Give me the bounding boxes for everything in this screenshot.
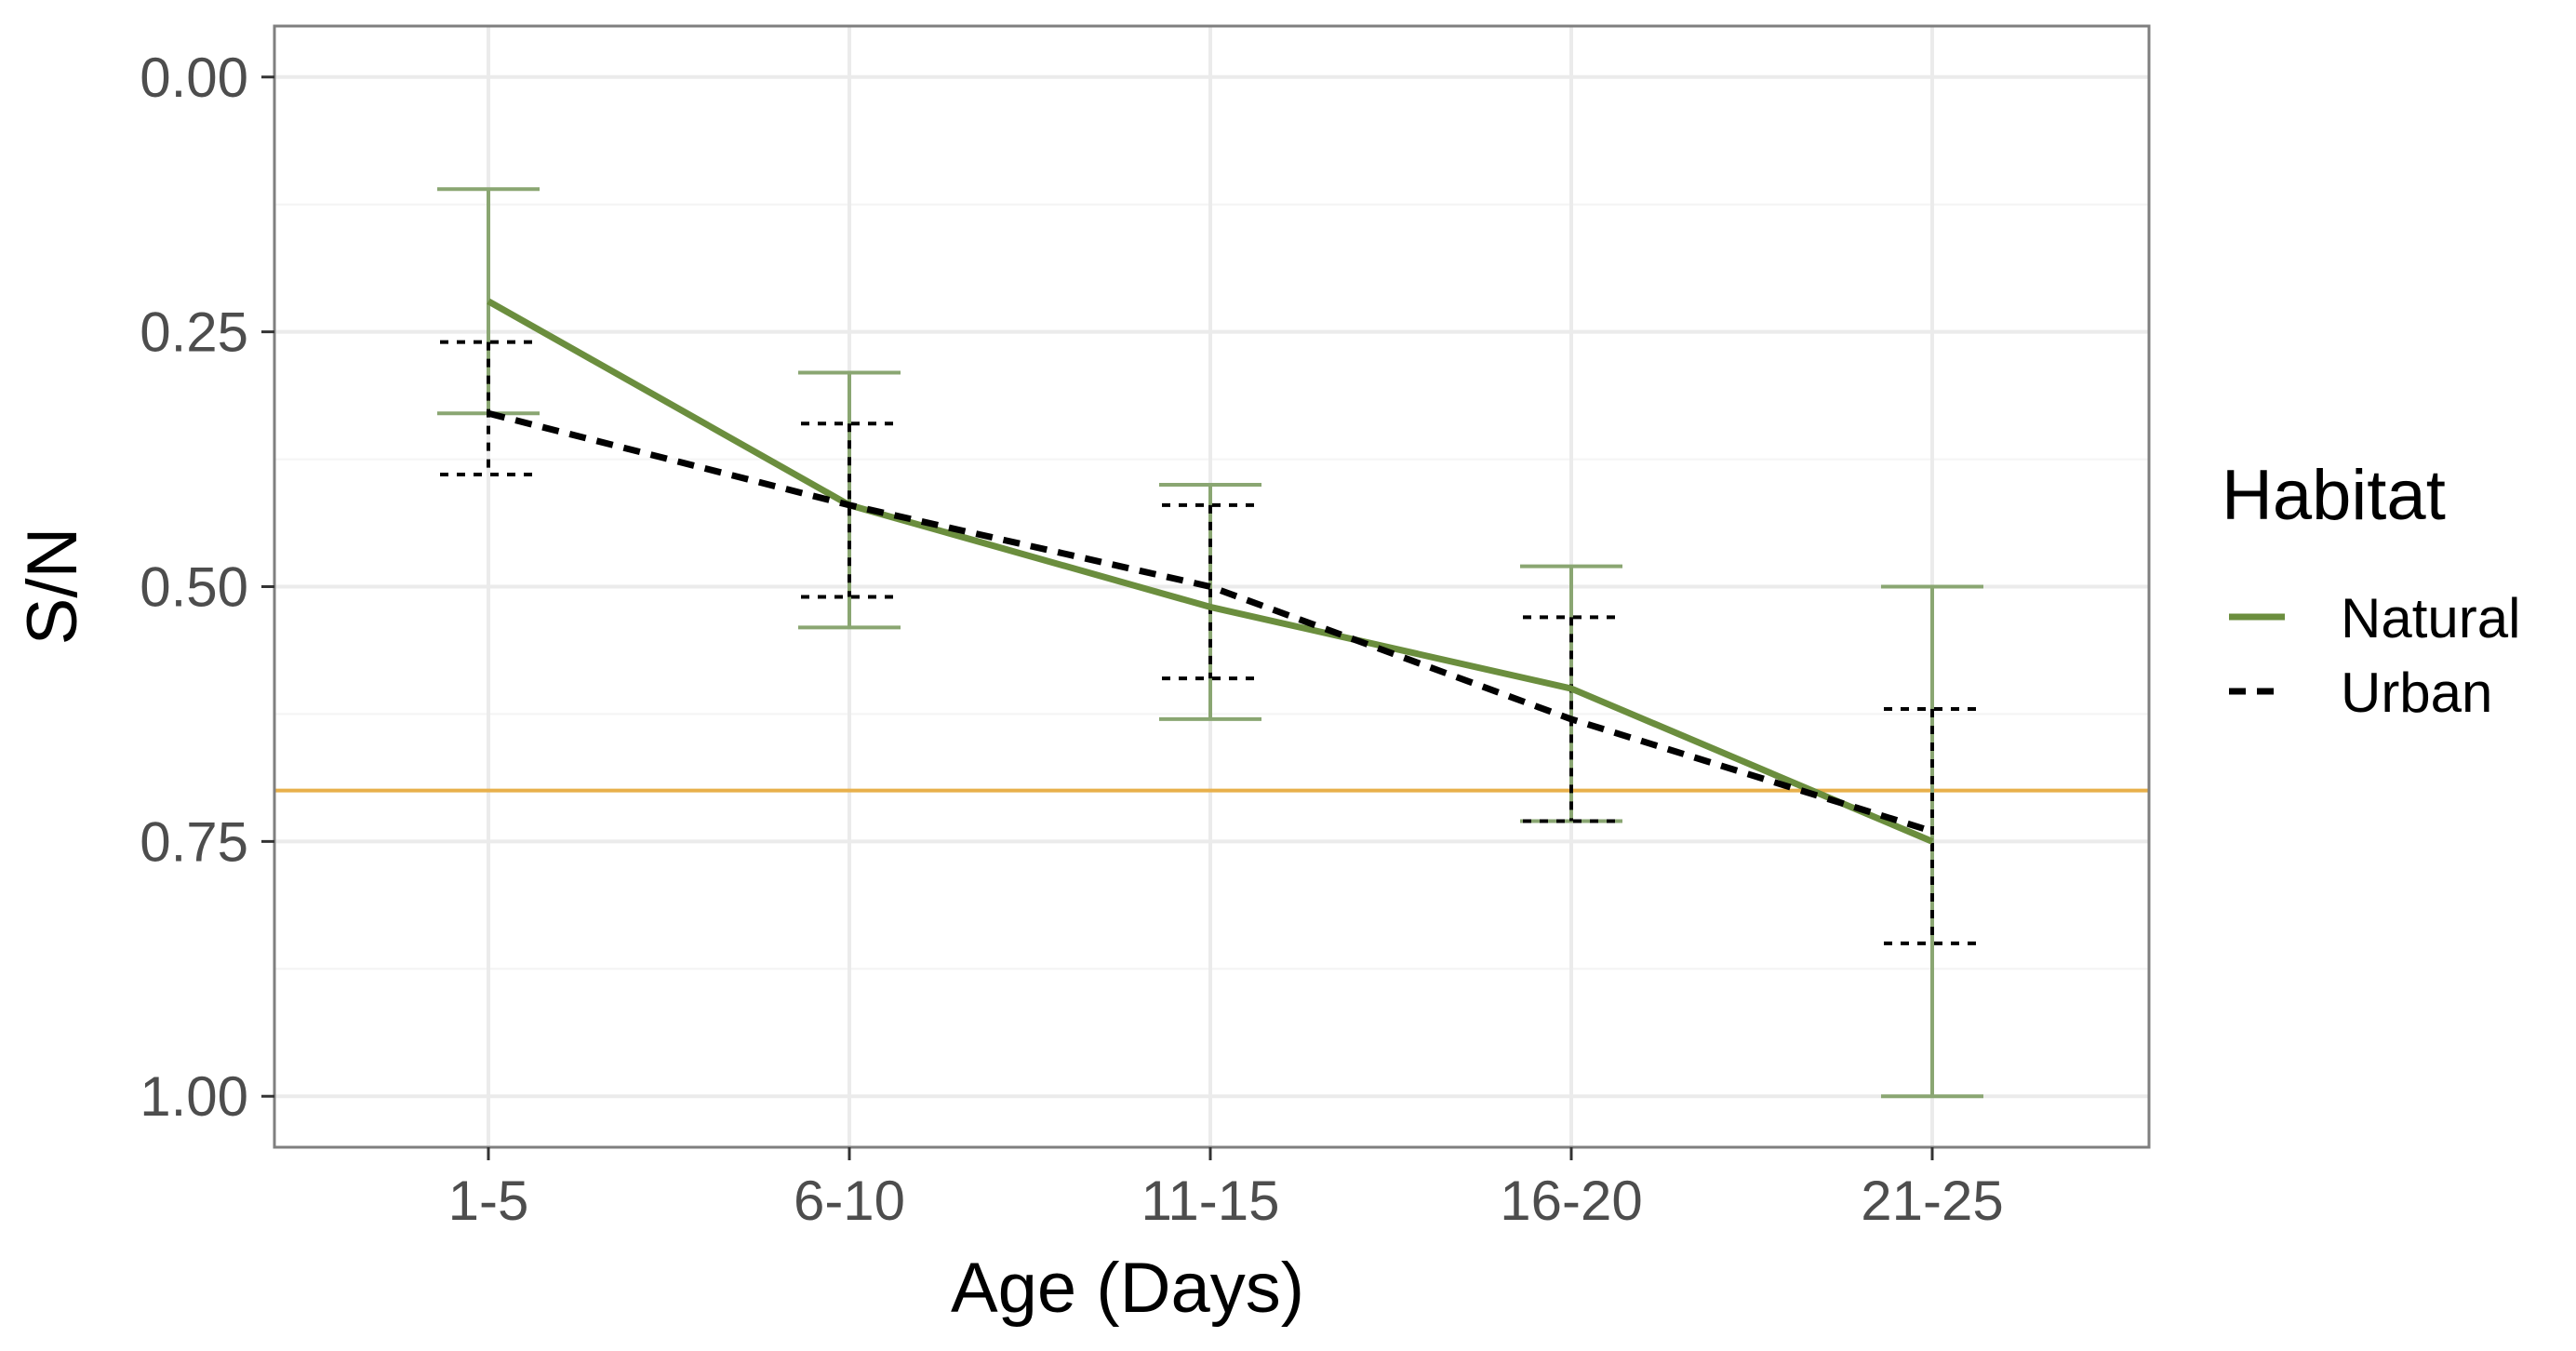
y-tick-label-0: 0.00	[140, 47, 248, 109]
x-tick-label-1: 6-10	[794, 1170, 905, 1232]
y-axis-title: S/N	[13, 528, 92, 646]
y-tick-label-1: 0.25	[140, 301, 248, 364]
y-axis-ticks: 0.00 0.25 0.50 0.75 1.00	[140, 47, 274, 1128]
y-tick-label-3: 0.75	[140, 810, 248, 873]
legend-label-urban: Urban	[2341, 662, 2492, 724]
series-lines	[487, 298, 1934, 845]
y-tick-label-4: 1.00	[140, 1065, 248, 1128]
series-line-natural	[487, 298, 1934, 845]
x-axis-title: Age (Days)	[951, 1249, 1304, 1328]
legend-title: Habitat	[2222, 456, 2446, 535]
legend-label-natural: Natural	[2341, 587, 2520, 649]
y-tick-label-2: 0.50	[140, 556, 248, 619]
x-tick-label-0: 1-5	[448, 1170, 529, 1232]
x-axis-ticks: 1-5 6-10 11-15 16-20 21-25	[448, 1147, 2004, 1232]
x-tick-label-2: 11-15	[1141, 1170, 1279, 1232]
legend: Habitat Natural Urban	[2222, 456, 2520, 724]
x-tick-label-4: 21-25	[1861, 1170, 2003, 1232]
x-tick-label-3: 16-20	[1500, 1170, 1642, 1232]
